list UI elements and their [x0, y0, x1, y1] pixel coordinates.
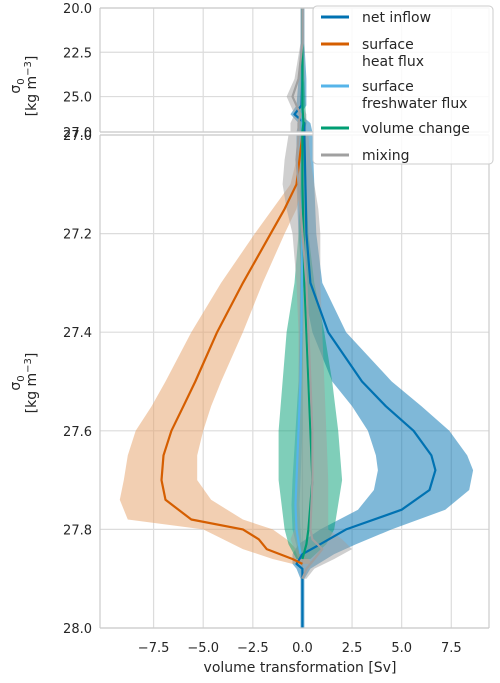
x-tick-label: −7.5 — [138, 641, 170, 656]
mixing-upper-line — [291, 8, 304, 132]
upper-y-tick-label: 25.0 — [63, 91, 92, 106]
surface-heat-flux-lower-line — [160, 134, 304, 565]
upper-y-axis-units: [kg m−3] — [23, 56, 40, 117]
surface-heat-flux-lower-band — [119, 135, 313, 564]
upper-y-axis-subscript: 0 — [16, 78, 27, 84]
lower-y-axis-label: σ0 [kg m−3] — [8, 353, 40, 414]
x-tick-label: 5.0 — [391, 641, 412, 656]
legend: net inflow surface heat flux surface freshwa… — [312, 5, 494, 165]
uncertainty-bands — [119, 8, 474, 628]
mixing-lower-line — [295, 134, 324, 580]
mixing-legend-label: mixing — [362, 148, 409, 164]
x-tick-label: −2.5 — [237, 641, 269, 656]
net-inflow-lower-line — [295, 134, 437, 628]
net-inflow-legend-label: net inflow — [362, 10, 431, 26]
lower-y-axis-subscript: 0 — [16, 375, 27, 381]
lower-y-tick-label: 27.8 — [63, 523, 92, 538]
tick-labels: 20.022.525.027.027.027.227.427.627.828.0… — [63, 2, 462, 656]
legend-box — [312, 5, 494, 165]
x-tick-label: 2.5 — [342, 641, 363, 656]
lower-y-axis-label-text: σ0 — [8, 375, 27, 390]
x-tick-label: 0.0 — [292, 641, 313, 656]
series-lines — [160, 8, 437, 628]
upper-y-tick-label: 20.0 — [63, 2, 92, 17]
upper-y-axis-symbol: σ — [8, 85, 24, 94]
lower-y-tick-label: 27.4 — [63, 326, 92, 341]
volume-change-legend-label: volume change — [362, 121, 470, 137]
upper-y-tick-label: 27.0 — [63, 126, 92, 141]
lower-y-tick-label: 28.0 — [63, 622, 92, 637]
x-tick-label: −5.0 — [187, 641, 219, 656]
net-inflow-lower-band — [292, 135, 474, 628]
volume-change-lower-line — [301, 135, 314, 560]
surface-freshwater-flux-lower-line — [294, 135, 304, 555]
surface-freshwater-flux-legend-label: surface freshwater flux — [362, 79, 467, 112]
lower-y-axis-symbol: σ — [8, 382, 24, 391]
lower-y-tick-label: 27.2 — [63, 228, 92, 243]
x-axis-label: volume transformation [Sv] — [204, 660, 397, 676]
upper-y-axis-label-text: σ0 — [8, 78, 27, 93]
surface-heat-flux-legend-label: surface heat flux — [362, 37, 424, 70]
lower-y-tick-label: 27.6 — [63, 425, 92, 440]
upper-y-axis-label: σ0 [kg m−3] — [8, 56, 40, 117]
lower-y-tick-label: 27.0 — [63, 129, 92, 144]
mixing-lower-band — [282, 135, 353, 579]
lower-y-axis-units: [kg m−3] — [23, 353, 40, 414]
x-tick-label: 7.5 — [441, 641, 462, 656]
upper-y-tick-label: 22.5 — [63, 46, 92, 61]
